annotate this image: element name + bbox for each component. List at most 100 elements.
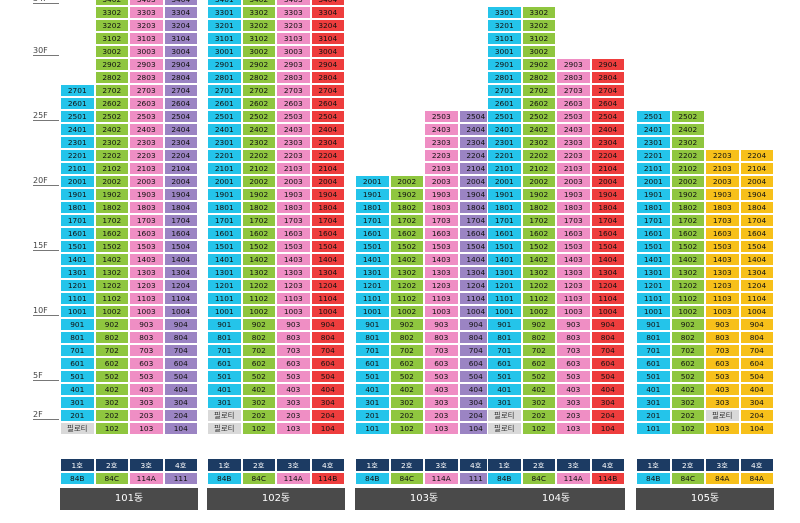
- unit-cell-1504: 1504: [739, 240, 774, 253]
- unit-cell-1001: 1001: [636, 305, 671, 318]
- unit-cell-503: 503: [276, 370, 311, 383]
- unit-cell-2901: 2901: [207, 58, 242, 71]
- unit-cell-102: 102: [521, 422, 556, 435]
- unit-cell-801: 801: [355, 331, 390, 344]
- unit-cell-1402: 1402: [241, 253, 276, 266]
- unit-cell-401: 401: [487, 383, 522, 396]
- unit-cell-2803: 2803: [129, 71, 164, 84]
- unit-cell-1804: 1804: [163, 201, 198, 214]
- unit-cell-1304: 1304: [310, 266, 345, 279]
- unit-cell-604: 604: [310, 357, 345, 370]
- unit-cell-1101: 1101: [487, 292, 522, 305]
- unit-cell-2303: 2303: [556, 136, 591, 149]
- unit-cell-1601: 1601: [355, 227, 390, 240]
- unit-cell-603: 603: [276, 357, 311, 370]
- unit-cell-1002: 1002: [241, 305, 276, 318]
- unit-cell-1701: 1701: [207, 214, 242, 227]
- unit-cell-102: 102: [241, 422, 276, 435]
- unit-cell-804: 804: [458, 331, 493, 344]
- unit-cell-503: 503: [424, 370, 459, 383]
- unit-cell-2803: 2803: [556, 71, 591, 84]
- unit-cell-1201: 1201: [487, 279, 522, 292]
- unit-cell-604: 604: [739, 357, 774, 370]
- ho-header: 4호: [310, 458, 345, 472]
- unit-cell-201: 201: [636, 409, 671, 422]
- unit-cell-3303: 3303: [276, 6, 311, 19]
- unit-cell-2104: 2104: [163, 162, 198, 175]
- unit-cell-1401: 1401: [355, 253, 390, 266]
- unit-type-label: 111: [163, 472, 198, 485]
- unit-cell-1504: 1504: [590, 240, 625, 253]
- unit-cell-1502: 1502: [241, 240, 276, 253]
- unit-cell-3101: 3101: [487, 32, 522, 45]
- unit-cell-1503: 1503: [556, 240, 591, 253]
- unit-cell-1202: 1202: [94, 279, 129, 292]
- unit-cell-1804: 1804: [458, 201, 493, 214]
- unit-cell-1702: 1702: [670, 214, 705, 227]
- unit-cell-2304: 2304: [163, 136, 198, 149]
- building-name: 101동: [60, 488, 198, 510]
- unit-cell-3002: 3002: [241, 45, 276, 58]
- unit-cell-2404: 2404: [310, 123, 345, 136]
- unit-cell-3203: 3203: [276, 19, 311, 32]
- ho-header: 1호: [60, 458, 95, 472]
- unit-cell-202: 202: [94, 409, 129, 422]
- unit-cell-1301: 1301: [207, 266, 242, 279]
- unit-cell-902: 902: [94, 318, 129, 331]
- unit-cell-2003: 2003: [556, 175, 591, 188]
- unit-cell-2902: 2902: [521, 58, 556, 71]
- unit-cell-2304: 2304: [310, 136, 345, 149]
- unit-cell-1703: 1703: [129, 214, 164, 227]
- unit-cell-201: 201: [355, 409, 390, 422]
- unit-cell-2004: 2004: [163, 175, 198, 188]
- unit-cell-2904: 2904: [590, 58, 625, 71]
- unit-cell-2504: 2504: [163, 110, 198, 123]
- unit-cell-2302: 2302: [521, 136, 556, 149]
- unit-cell-1703: 1703: [556, 214, 591, 227]
- unit-cell-3102: 3102: [94, 32, 129, 45]
- unit-cell-1701: 1701: [636, 214, 671, 227]
- piloti-cell: 필로티: [487, 422, 522, 435]
- unit-cell-2301: 2301: [636, 136, 671, 149]
- unit-cell-2302: 2302: [241, 136, 276, 149]
- unit-cell-1303: 1303: [276, 266, 311, 279]
- unit-cell-1801: 1801: [355, 201, 390, 214]
- floor-label-34f: 34F: [33, 0, 59, 4]
- unit-type-label: 114B: [590, 472, 625, 485]
- unit-cell-3004: 3004: [310, 45, 345, 58]
- unit-cell-3404: 3404: [163, 0, 198, 6]
- unit-cell-2403: 2403: [424, 123, 459, 136]
- unit-cell-2003: 2003: [276, 175, 311, 188]
- unit-cell-2004: 2004: [590, 175, 625, 188]
- unit-cell-301: 301: [207, 396, 242, 409]
- unit-cell-2801: 2801: [207, 71, 242, 84]
- unit-cell-2602: 2602: [241, 97, 276, 110]
- unit-cell-2304: 2304: [590, 136, 625, 149]
- unit-cell-2603: 2603: [129, 97, 164, 110]
- unit-cell-2103: 2103: [129, 162, 164, 175]
- unit-cell-1603: 1603: [705, 227, 740, 240]
- unit-cell-2204: 2204: [310, 149, 345, 162]
- unit-cell-3103: 3103: [276, 32, 311, 45]
- unit-cell-1003: 1003: [556, 305, 591, 318]
- unit-cell-2604: 2604: [163, 97, 198, 110]
- unit-cell-501: 501: [355, 370, 390, 383]
- unit-cell-803: 803: [705, 331, 740, 344]
- unit-cell-502: 502: [241, 370, 276, 383]
- unit-cell-2102: 2102: [241, 162, 276, 175]
- unit-type-label: 84C: [389, 472, 424, 485]
- unit-cell-1401: 1401: [636, 253, 671, 266]
- unit-cell-2201: 2201: [207, 149, 242, 162]
- unit-cell-3301: 3301: [207, 6, 242, 19]
- unit-cell-402: 402: [389, 383, 424, 396]
- unit-cell-3102: 3102: [241, 32, 276, 45]
- unit-cell-1703: 1703: [705, 214, 740, 227]
- unit-cell-901: 901: [636, 318, 671, 331]
- ho-header: 3호: [129, 458, 164, 472]
- unit-cell-804: 804: [163, 331, 198, 344]
- unit-cell-1302: 1302: [241, 266, 276, 279]
- unit-cell-1804: 1804: [739, 201, 774, 214]
- unit-cell-2103: 2103: [424, 162, 459, 175]
- unit-cell-1703: 1703: [276, 214, 311, 227]
- unit-cell-1702: 1702: [94, 214, 129, 227]
